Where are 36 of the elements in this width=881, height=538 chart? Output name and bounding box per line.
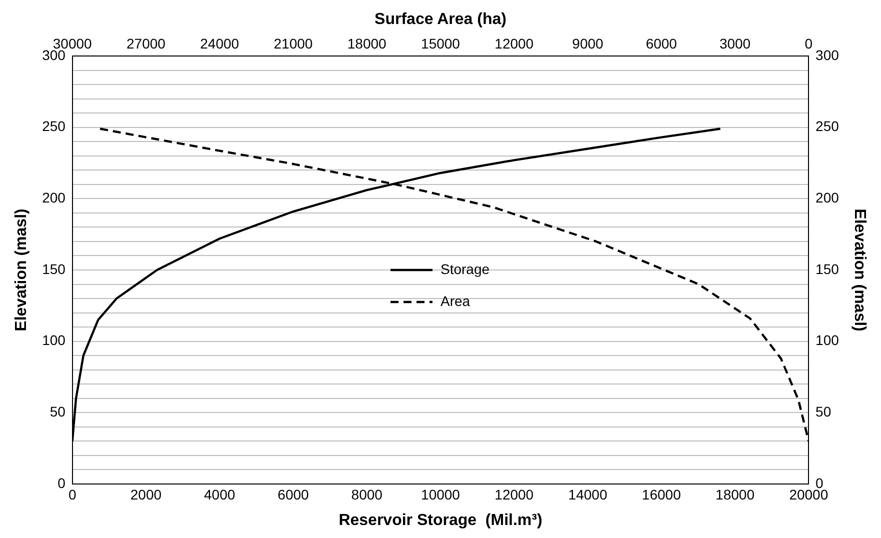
x2-tick-label: 6000	[642, 35, 681, 52]
x2-tick-label: 30000	[48, 35, 96, 52]
x-tick-label: 18000	[712, 486, 758, 502]
y-tick-label: 250	[38, 118, 70, 134]
x-tick-label: 14000	[564, 486, 612, 502]
x2-tick-label: 27000	[122, 35, 170, 52]
x-tick-label: 16000	[638, 486, 685, 502]
x-tick-label: 10000	[417, 486, 464, 502]
x2-tick-label: 21000	[270, 35, 317, 52]
x2-tick-label: 24000	[196, 35, 243, 52]
x-tick-label: 8000	[347, 486, 386, 502]
x2-tick-label: 18000	[344, 35, 390, 52]
y-tick-label: 200	[38, 190, 70, 206]
y-tick-label: 50	[46, 404, 70, 420]
x-tick-label: 6000	[274, 486, 313, 502]
x2-tick-label: 12000	[490, 35, 538, 52]
y2-tick-label: 150	[812, 260, 843, 277]
y-tick-label: 100	[38, 332, 70, 348]
x-tick-label: 12000	[490, 486, 538, 502]
x-tick-label: 4000	[200, 486, 240, 502]
x-axis-title: Reservoir Storage (Mil.m³)	[338, 512, 542, 529]
x2-tick-label: 15000	[417, 35, 464, 52]
y2-tick-label: 50	[812, 404, 836, 420]
y2-axis-title: Elevation (masl)	[850, 208, 868, 332]
x2-tick-label: 3000	[716, 35, 754, 52]
y-axis-title: Elevation (masl)	[13, 208, 30, 332]
y2-tick-label: 200	[812, 190, 843, 206]
legend-label: Storage	[440, 260, 490, 277]
legend-label: Area	[440, 292, 470, 309]
y2-tick-label: 0	[812, 474, 828, 491]
y2-tick-label: 100	[812, 332, 843, 348]
x2-tick-label: 9000	[568, 35, 608, 52]
y2-tick-label: 250	[812, 118, 843, 134]
x2-axis-title: Surface Area (ha)	[374, 11, 506, 28]
x-tick-label: 2000	[126, 486, 166, 502]
y-tick-label: 150	[38, 260, 70, 277]
